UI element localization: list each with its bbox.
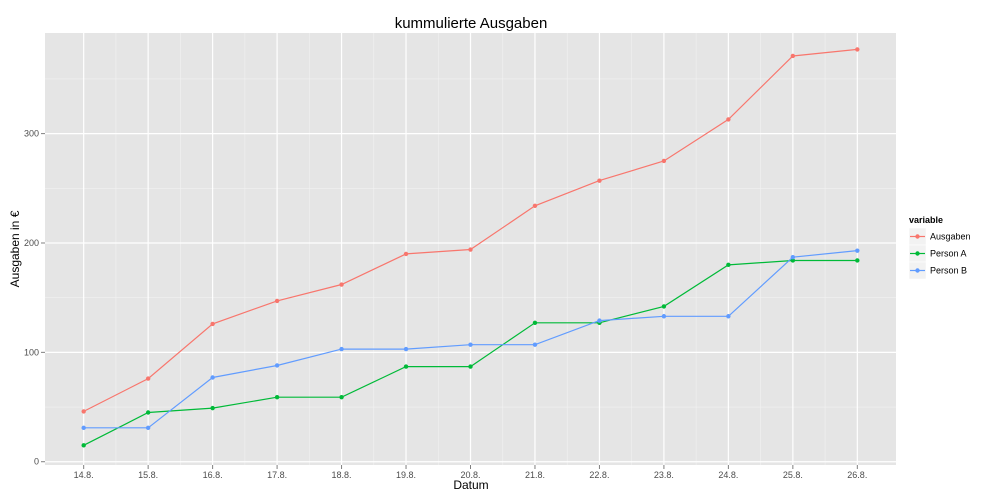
data-point-person-b bbox=[145, 425, 151, 431]
x-tick-label: 21.8. bbox=[525, 470, 545, 480]
data-point-person-a bbox=[468, 364, 473, 369]
data-point-person-a bbox=[790, 258, 796, 263]
data-point-ausgaben bbox=[532, 203, 538, 208]
x-tick-label: 19.8. bbox=[396, 470, 416, 480]
data-point-person-b bbox=[339, 346, 344, 352]
series-ausgaben bbox=[81, 47, 860, 414]
x-tick-label: 23.8. bbox=[654, 470, 674, 480]
data-point-ausgaben bbox=[403, 251, 409, 257]
series-person-b bbox=[81, 248, 860, 431]
grid bbox=[45, 33, 896, 465]
legend-key-point bbox=[915, 234, 920, 239]
data-point-ausgaben bbox=[210, 321, 215, 327]
data-point-ausgaben bbox=[339, 282, 344, 287]
legend-item-ausgaben: Ausgaben bbox=[908, 227, 971, 246]
x-tick-label: 18.8. bbox=[332, 470, 352, 480]
data-point-ausgaben bbox=[468, 247, 473, 252]
data-point-person-b bbox=[274, 363, 280, 368]
data-point-ausgaben bbox=[145, 376, 151, 381]
data-point-person-b bbox=[790, 255, 796, 260]
data-point-person-a bbox=[274, 394, 280, 400]
legend-label: Person B bbox=[930, 266, 967, 276]
data-point-person-a bbox=[145, 410, 151, 415]
x-tick-label: 14.8. bbox=[74, 470, 94, 480]
data-point-person-a bbox=[855, 258, 860, 263]
x-axis-ticks: 14.8. 15.8. 16.8. 17.8. 18.8. 19.8. 20.8. 21.8.… bbox=[74, 465, 867, 480]
legend-title: variable bbox=[909, 215, 943, 225]
legend-label: Ausgaben bbox=[930, 232, 971, 242]
legend-item-person-a: Person A bbox=[908, 244, 967, 263]
legend-label: Person A bbox=[930, 249, 967, 259]
data-point-ausgaben bbox=[274, 298, 280, 304]
data-point-person-b bbox=[468, 342, 473, 347]
legend-key-point bbox=[915, 268, 920, 273]
data-point-person-a bbox=[210, 405, 215, 411]
data-point-person-b bbox=[532, 342, 538, 347]
data-point-ausgaben bbox=[726, 117, 731, 122]
x-tick-label: 25.8. bbox=[783, 470, 803, 480]
legend-item-person-b: Person B bbox=[908, 261, 967, 280]
x-tick-label: 26.8. bbox=[847, 470, 867, 480]
data-point-person-a bbox=[661, 304, 667, 309]
legend: variable Ausgaben Person A Person B bbox=[908, 215, 971, 280]
x-tick-label: 20.8. bbox=[460, 470, 480, 480]
data-point-person-b bbox=[403, 346, 409, 352]
data-point-person-a bbox=[532, 320, 538, 326]
x-tick-label: 24.8. bbox=[718, 470, 738, 480]
data-point-person-b bbox=[661, 314, 667, 319]
y-tick-label: 200 bbox=[24, 238, 39, 248]
x-tick-label: 15.8. bbox=[138, 470, 158, 480]
data-point-ausgaben bbox=[661, 158, 667, 164]
legend-key-point bbox=[915, 251, 920, 256]
data-point-person-a bbox=[726, 262, 731, 268]
x-axis-title: Datum bbox=[453, 478, 488, 492]
data-point-person-b bbox=[81, 425, 86, 431]
chart-title: kummulierte Ausgaben bbox=[395, 15, 548, 32]
y-axis-ticks: 0 100 200 300 bbox=[24, 129, 45, 467]
data-point-person-a bbox=[403, 364, 409, 369]
data-point-person-a bbox=[81, 443, 86, 448]
data-point-person-a bbox=[339, 394, 344, 400]
y-axis-title: Ausgaben in € bbox=[8, 210, 22, 287]
y-tick-label: 0 bbox=[34, 457, 39, 467]
data-point-person-b bbox=[726, 314, 731, 319]
data-point-person-b bbox=[855, 248, 860, 253]
data-point-person-b bbox=[210, 375, 215, 380]
x-tick-label: 16.8. bbox=[203, 470, 223, 480]
y-tick-label: 300 bbox=[24, 129, 39, 139]
data-point-ausgaben bbox=[597, 178, 602, 183]
data-point-ausgaben bbox=[790, 53, 796, 59]
series-layer bbox=[81, 47, 860, 448]
y-tick-label: 100 bbox=[24, 347, 39, 357]
x-tick-label: 17.8. bbox=[267, 470, 287, 480]
data-point-ausgaben bbox=[855, 47, 860, 52]
x-tick-label: 22.8. bbox=[589, 470, 609, 480]
data-point-ausgaben bbox=[81, 409, 86, 414]
data-point-person-b bbox=[597, 318, 602, 323]
